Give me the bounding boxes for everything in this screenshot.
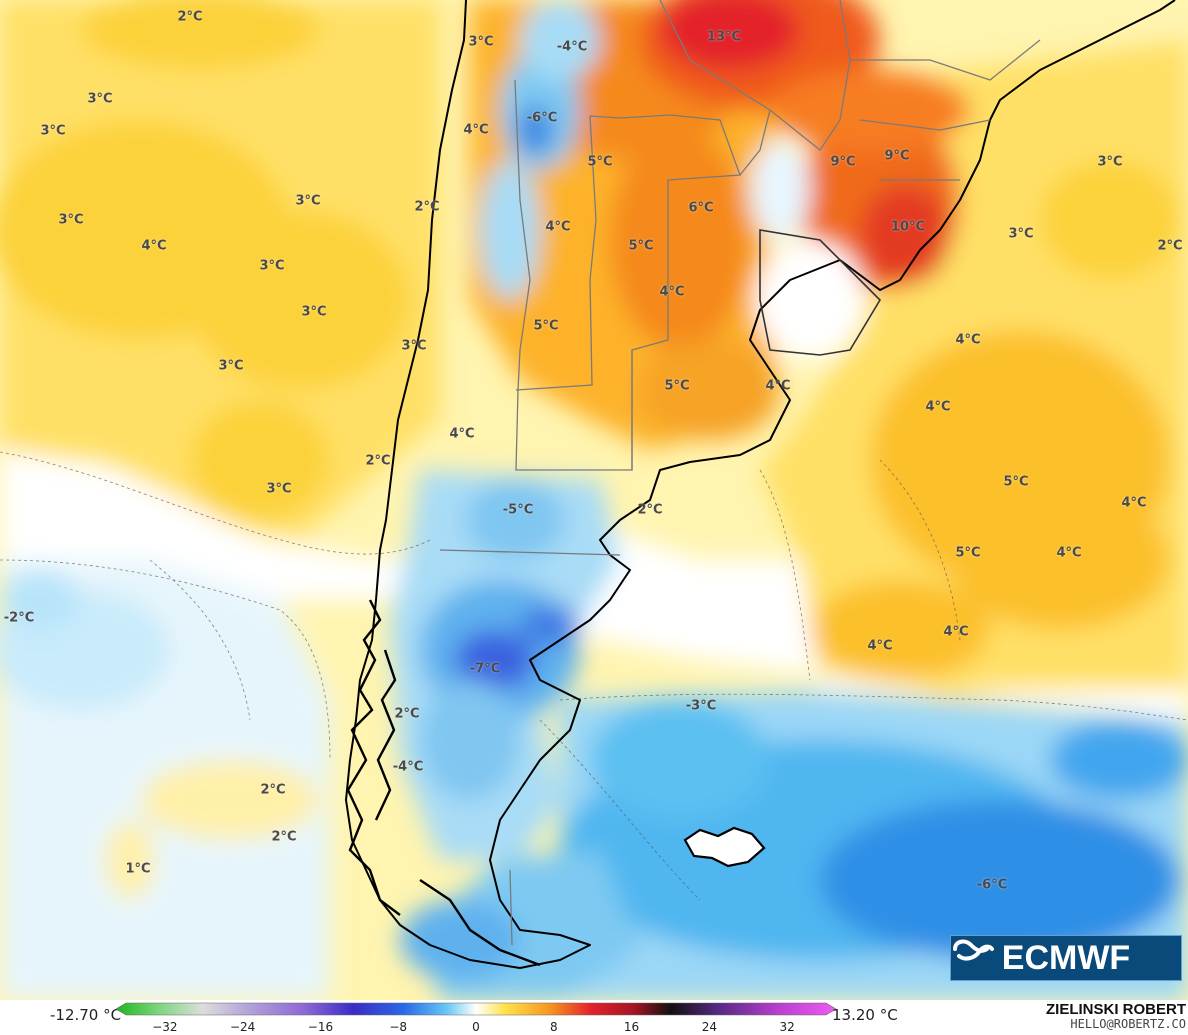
temperature-label: 3°C — [295, 193, 321, 209]
temperature-label: 9°C — [830, 154, 856, 170]
temperature-label: 2°C — [365, 453, 391, 469]
temperature-label: 2°C — [1157, 238, 1183, 254]
temperature-label: 2°C — [260, 782, 286, 798]
temperature-label: 5°C — [955, 545, 981, 561]
map-field — [0, 0, 1188, 1000]
colorbar-tick-label: 32 — [779, 1020, 795, 1034]
temperature-label: 3°C — [401, 338, 427, 354]
temperature-label: 10°C — [890, 219, 926, 235]
min-temperature-label: -12.70 °C — [50, 1006, 122, 1024]
temperature-label: 4°C — [141, 238, 167, 254]
temperature-label: 4°C — [449, 426, 475, 442]
temperature-label: 6°C — [688, 200, 714, 216]
temperature-shading — [0, 0, 1188, 1000]
author-email: HELLO@ROBERTZ.CO — [1070, 1017, 1186, 1031]
temperature-label: -6°C — [976, 877, 1008, 893]
temperature-label: 4°C — [925, 399, 951, 415]
temperature-label: 3°C — [301, 304, 327, 320]
temperature-label: 2°C — [177, 9, 203, 25]
temperature-label: 4°C — [765, 378, 791, 394]
ecmwf-logo-text: ECMWF — [1001, 938, 1131, 977]
borders — [439, 0, 1041, 946]
ecmwf-badge: ECMWF — [950, 935, 1182, 981]
isotherm-contours — [0, 451, 1188, 901]
temperature-label: 3°C — [58, 212, 84, 228]
temperature-label: -4°C — [392, 759, 424, 775]
temperature-colorbar — [116, 1002, 836, 1016]
colorbar-tick-label: −32 — [152, 1020, 178, 1034]
temperature-label: 4°C — [659, 284, 685, 300]
colorbar-tick-label: 0 — [472, 1020, 480, 1034]
temperature-label: -6°C — [526, 110, 558, 126]
temperature-label: 4°C — [1121, 495, 1147, 511]
temperature-label: 5°C — [664, 378, 690, 394]
temperature-label: 2°C — [271, 829, 297, 845]
coastline — [345, 0, 1176, 969]
falkland-islands — [683, 826, 766, 868]
legend-footer: -12.70 °C — [0, 1000, 1188, 1035]
max-temperature-label: 13.20 °C — [832, 1006, 898, 1024]
temperature-label: 5°C — [1003, 474, 1029, 490]
temperature-label: 3°C — [218, 358, 244, 374]
temperature-label: 4°C — [463, 122, 489, 138]
temperature-label: 3°C — [40, 123, 66, 139]
temperature-map: 2°C 3°C -4°C 13°C 3°C 3°C -6°C 4°C 5°C 9°C 9°C 3°C 3… — [0, 0, 1188, 1000]
chile-islands — [346, 599, 541, 967]
temperature-label: 5°C — [628, 238, 654, 254]
ecmwf-swirl-icon — [953, 939, 994, 961]
temperature-label: 9°C — [884, 148, 910, 164]
colorbar-tick-label: −24 — [229, 1020, 256, 1034]
temperature-label: 2°C — [414, 199, 440, 215]
temperature-label: 4°C — [955, 332, 981, 348]
colorbar-tick-label: −16 — [307, 1020, 334, 1034]
temperature-label: 13°C — [706, 29, 742, 45]
temperature-label: -2°C — [3, 610, 35, 626]
temperature-label: 4°C — [867, 638, 893, 654]
author-credit: ZIELINSKI ROBERT HELLO@ROBERTZ.CO — [1046, 1002, 1186, 1032]
colorbar-tick-label: 8 — [549, 1020, 558, 1034]
temperature-label: 3°C — [259, 258, 285, 274]
colorbar-tick-label: 24 — [701, 1020, 717, 1034]
temperature-label: 2°C — [637, 502, 663, 518]
temperature-label: -5°C — [502, 502, 534, 518]
temperature-label: 5°C — [587, 154, 613, 170]
temperature-label: -4°C — [556, 39, 588, 55]
colorbar-tick-label: −8 — [389, 1020, 408, 1034]
temperature-label: 3°C — [87, 91, 113, 107]
colorbar-tick-label: 16 — [623, 1020, 640, 1034]
temperature-label: 4°C — [1056, 545, 1082, 561]
author-name: ZIELINSKI ROBERT — [1045, 1001, 1186, 1018]
temperature-label: 3°C — [1008, 226, 1034, 242]
temperature-label: -3°C — [685, 698, 717, 714]
temperature-label: 2°C — [394, 706, 420, 722]
temperature-label: 1°C — [125, 861, 151, 877]
temperature-label: 3°C — [1097, 154, 1123, 170]
temperature-label: 3°C — [266, 481, 292, 497]
temperature-label: -7°C — [469, 661, 501, 677]
temperature-label: 4°C — [545, 219, 571, 235]
temperature-label: 4°C — [943, 624, 969, 640]
temperature-label: 3°C — [468, 34, 494, 50]
temperature-label: 5°C — [533, 318, 559, 334]
colorbar-bar — [116, 1002, 836, 1016]
